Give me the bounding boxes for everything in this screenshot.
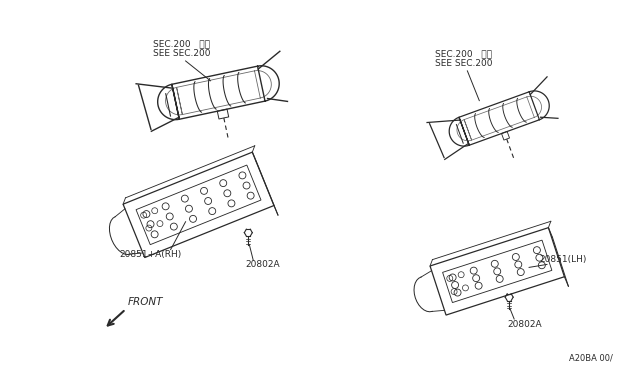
Text: FRONT: FRONT [128,297,163,307]
Text: 20851(LH): 20851(LH) [539,256,586,264]
Text: 20802A: 20802A [507,320,542,329]
Text: 20851+A(RH): 20851+A(RH) [119,250,181,259]
Text: SEE SEC.200: SEE SEC.200 [435,59,492,68]
Text: A20BA 00/: A20BA 00/ [569,354,612,363]
Text: SEC.200   参照: SEC.200 参照 [435,49,492,58]
Text: 20802A: 20802A [245,260,280,269]
Text: SEC.200   参照: SEC.200 参照 [153,39,210,48]
Text: SEE SEC.200: SEE SEC.200 [153,49,210,58]
